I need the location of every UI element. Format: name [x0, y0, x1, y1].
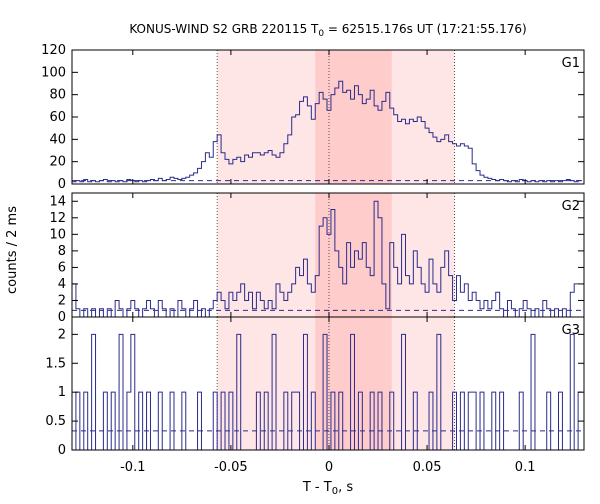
- y-tick-label: 40: [49, 132, 66, 147]
- series-g1-lightcurve: [72, 80, 583, 183]
- shaded-interval-inner: [315, 50, 392, 184]
- panel-label-g2: G2: [562, 199, 580, 214]
- x-tick-label: -0.05: [214, 460, 248, 475]
- y-tick-label: 0.5: [45, 414, 66, 429]
- y-tick-label: 1.5: [45, 356, 66, 371]
- panel-label-g3: G3: [562, 323, 580, 338]
- y-tick-label: 8: [58, 244, 66, 259]
- y-tick-label: 80: [49, 88, 66, 103]
- y-tick-label: 20: [49, 155, 66, 170]
- chart-title: KONUS-WIND S2 GRB 220115 T0 = 62515.176s…: [129, 22, 526, 39]
- x-tick-label: 0.1: [515, 460, 536, 475]
- panel-frame-g3: [71, 316, 585, 451]
- y-tick-label: 60: [49, 110, 66, 125]
- y-tick-label: 120: [41, 43, 66, 58]
- x-tick-label: 0.05: [413, 460, 442, 475]
- y-tick-label: 2: [58, 293, 66, 308]
- y-tick-label: 0: [58, 177, 66, 192]
- y-tick-label: 14: [49, 194, 66, 209]
- y-tick-label: 1: [58, 385, 66, 400]
- y-tick-label: 0: [58, 443, 66, 458]
- y-tick-label: 100: [41, 65, 66, 80]
- shaded-interval-inner: [315, 193, 392, 317]
- shaded-interval-inner: [315, 317, 392, 450]
- x-tick-label: 0: [325, 460, 333, 475]
- panel-label-g1: G1: [562, 56, 580, 71]
- x-axis-label: T - T0, s: [302, 480, 353, 497]
- x-tick-label: -0.1: [120, 460, 145, 475]
- y-tick-label: 0: [58, 310, 66, 325]
- y-tick-label: 2: [58, 327, 66, 342]
- y-tick-label: 6: [58, 260, 66, 275]
- y-tick-label: 4: [58, 277, 66, 292]
- y-tick-label: 10: [49, 227, 66, 242]
- series-g3-lightcurve: [72, 333, 583, 451]
- y-tick-label: 12: [49, 211, 66, 226]
- y-axis-label: counts / 2 ms: [5, 206, 20, 294]
